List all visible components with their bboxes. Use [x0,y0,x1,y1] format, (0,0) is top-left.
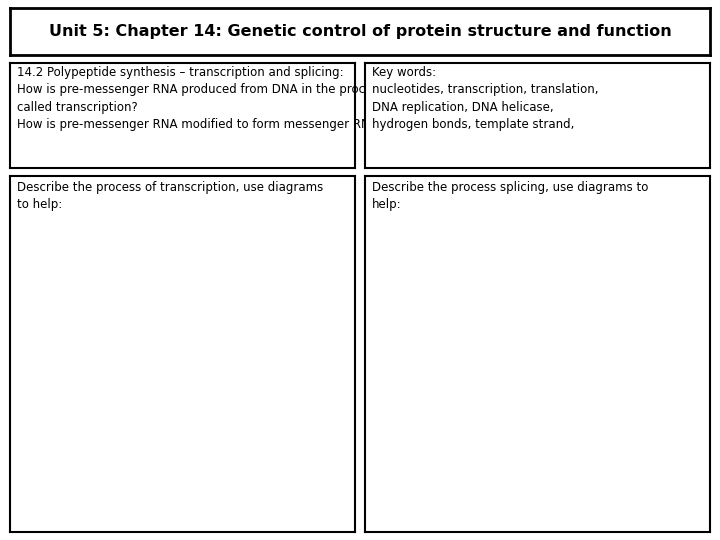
Text: Key words:
nucleotides, transcription, translation,
DNA replication, DNA helicas: Key words: nucleotides, transcription, t… [372,66,598,131]
Text: 14.2 Polypeptide synthesis – transcription and splicing:
How is pre-messenger RN: 14.2 Polypeptide synthesis – transcripti… [17,66,384,131]
Text: Describe the process of transcription, use diagrams
to help:: Describe the process of transcription, u… [17,181,323,211]
Text: Describe the process splicing, use diagrams to
help:: Describe the process splicing, use diagr… [372,181,648,211]
Text: Unit 5: Chapter 14: Genetic control of protein structure and function: Unit 5: Chapter 14: Genetic control of p… [49,24,671,39]
